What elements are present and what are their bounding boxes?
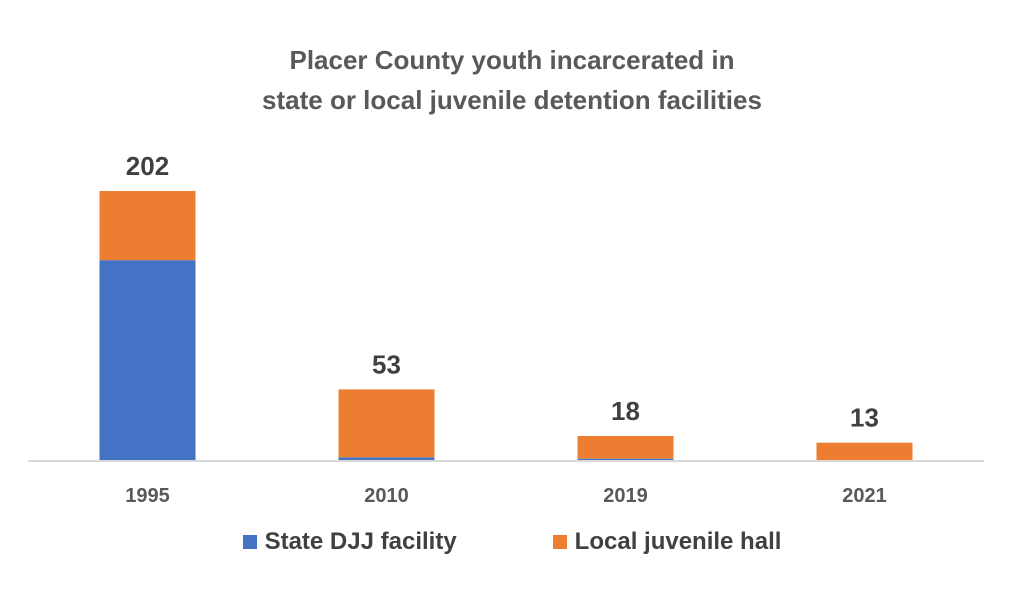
legend-label-local-hall: Local juvenile hall xyxy=(574,528,782,555)
legend: State DJJ facility Local juvenile hall xyxy=(0,522,1024,562)
x-tick-label-1995: 1995 xyxy=(125,485,170,507)
legend-swatch-local-hall xyxy=(552,535,567,549)
bar-segment-local-hall-2021 xyxy=(816,442,913,460)
labels-group: 202 1995 53 2010 18 2019 13 2021 xyxy=(125,151,887,507)
chart-title: Placer County youth incarcerated in stat… xyxy=(0,40,1024,120)
bar-segment-state-djj-2010 xyxy=(338,457,435,460)
legend-item-local-hall: Local juvenile hall xyxy=(552,522,782,562)
total-label-2021: 13 xyxy=(850,403,879,433)
bar-segment-local-hall-1995 xyxy=(99,191,196,261)
bar-segment-state-djj-1995 xyxy=(99,260,196,460)
legend-label-state-djj: State DJJ facility xyxy=(264,528,457,555)
bar-segment-local-hall-2019 xyxy=(577,436,674,459)
x-tick-label-2010: 2010 xyxy=(364,485,409,507)
bar-segment-state-djj-2019 xyxy=(577,458,674,460)
total-label-2010: 53 xyxy=(372,349,401,379)
total-label-1995: 202 xyxy=(126,151,169,181)
x-tick-label-2019: 2019 xyxy=(603,485,648,507)
chart-title-line-1: Placer County youth incarcerated in xyxy=(289,45,735,75)
legend-item-state-djj: State DJJ facility xyxy=(242,522,457,562)
bars-group xyxy=(99,191,913,460)
chart-title-line-2: state or local juvenile detention facili… xyxy=(262,85,762,115)
x-tick-label-2021: 2021 xyxy=(842,485,887,507)
total-label-2019: 18 xyxy=(611,396,640,426)
bar-segment-local-hall-2010 xyxy=(338,389,435,458)
legend-swatch-state-djj xyxy=(242,535,257,549)
